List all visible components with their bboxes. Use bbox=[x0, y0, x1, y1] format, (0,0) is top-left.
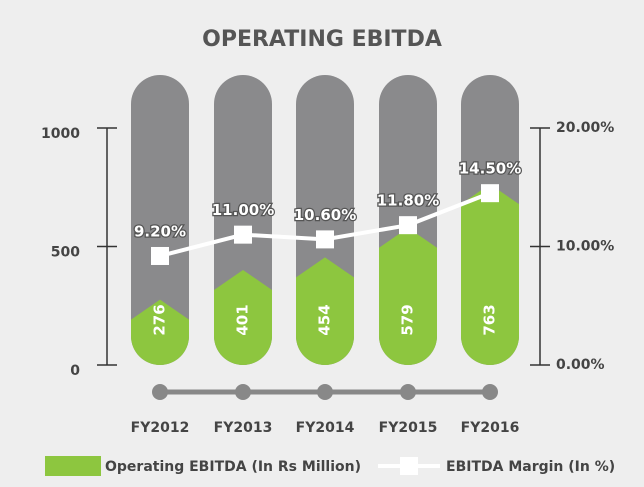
bar-value-label: 454 bbox=[316, 304, 334, 335]
bar-value-label: 763 bbox=[481, 304, 499, 335]
line-value-label: 14.50% bbox=[459, 160, 521, 178]
y2-tick-label: 10.00% bbox=[556, 239, 614, 255]
timeline-dot bbox=[317, 384, 333, 400]
line-value-label: 9.20% bbox=[134, 222, 186, 240]
legend-label: EBITDA Margin (In %) bbox=[446, 459, 615, 475]
bar bbox=[461, 184, 519, 365]
y2-tick-label: 0.00% bbox=[556, 357, 605, 373]
x-tick-label: FY2014 bbox=[296, 420, 355, 436]
legend-label: Operating EBITDA (In Rs Million) bbox=[105, 459, 361, 475]
line-value-label: 11.80% bbox=[377, 192, 439, 210]
y-tick-label: 0 bbox=[70, 363, 80, 379]
x-tick-label: FY2012 bbox=[131, 420, 190, 436]
bar-background bbox=[131, 75, 189, 365]
line-marker bbox=[316, 230, 334, 249]
legend-swatch bbox=[45, 456, 101, 476]
y-tick-label: 1000 bbox=[41, 126, 80, 142]
line-marker bbox=[399, 216, 417, 235]
y-tick-label: 500 bbox=[51, 245, 80, 261]
bar-value-label: 276 bbox=[151, 304, 169, 335]
bar bbox=[131, 299, 189, 365]
line-value-label: 10.60% bbox=[294, 206, 356, 224]
timeline-dot bbox=[152, 384, 168, 400]
chart-title: OPERATING EBITDA bbox=[202, 27, 442, 52]
x-tick-label: FY2013 bbox=[214, 420, 273, 436]
line-marker bbox=[151, 246, 169, 265]
x-tick-label: FY2015 bbox=[379, 420, 438, 436]
timeline-dot bbox=[400, 384, 416, 400]
bar bbox=[296, 257, 354, 365]
legend-marker bbox=[400, 457, 418, 475]
line-marker bbox=[234, 225, 252, 244]
bar-value-label: 401 bbox=[234, 304, 252, 335]
x-tick-label: FY2016 bbox=[461, 420, 520, 436]
bar bbox=[379, 227, 437, 365]
line-marker bbox=[481, 184, 499, 203]
bar bbox=[214, 269, 272, 365]
timeline-dot bbox=[235, 384, 251, 400]
line-value-label: 11.00% bbox=[212, 201, 274, 219]
bar-value-label: 579 bbox=[399, 304, 417, 335]
timeline-dot bbox=[482, 384, 498, 400]
y2-tick-label: 20.00% bbox=[556, 120, 614, 136]
